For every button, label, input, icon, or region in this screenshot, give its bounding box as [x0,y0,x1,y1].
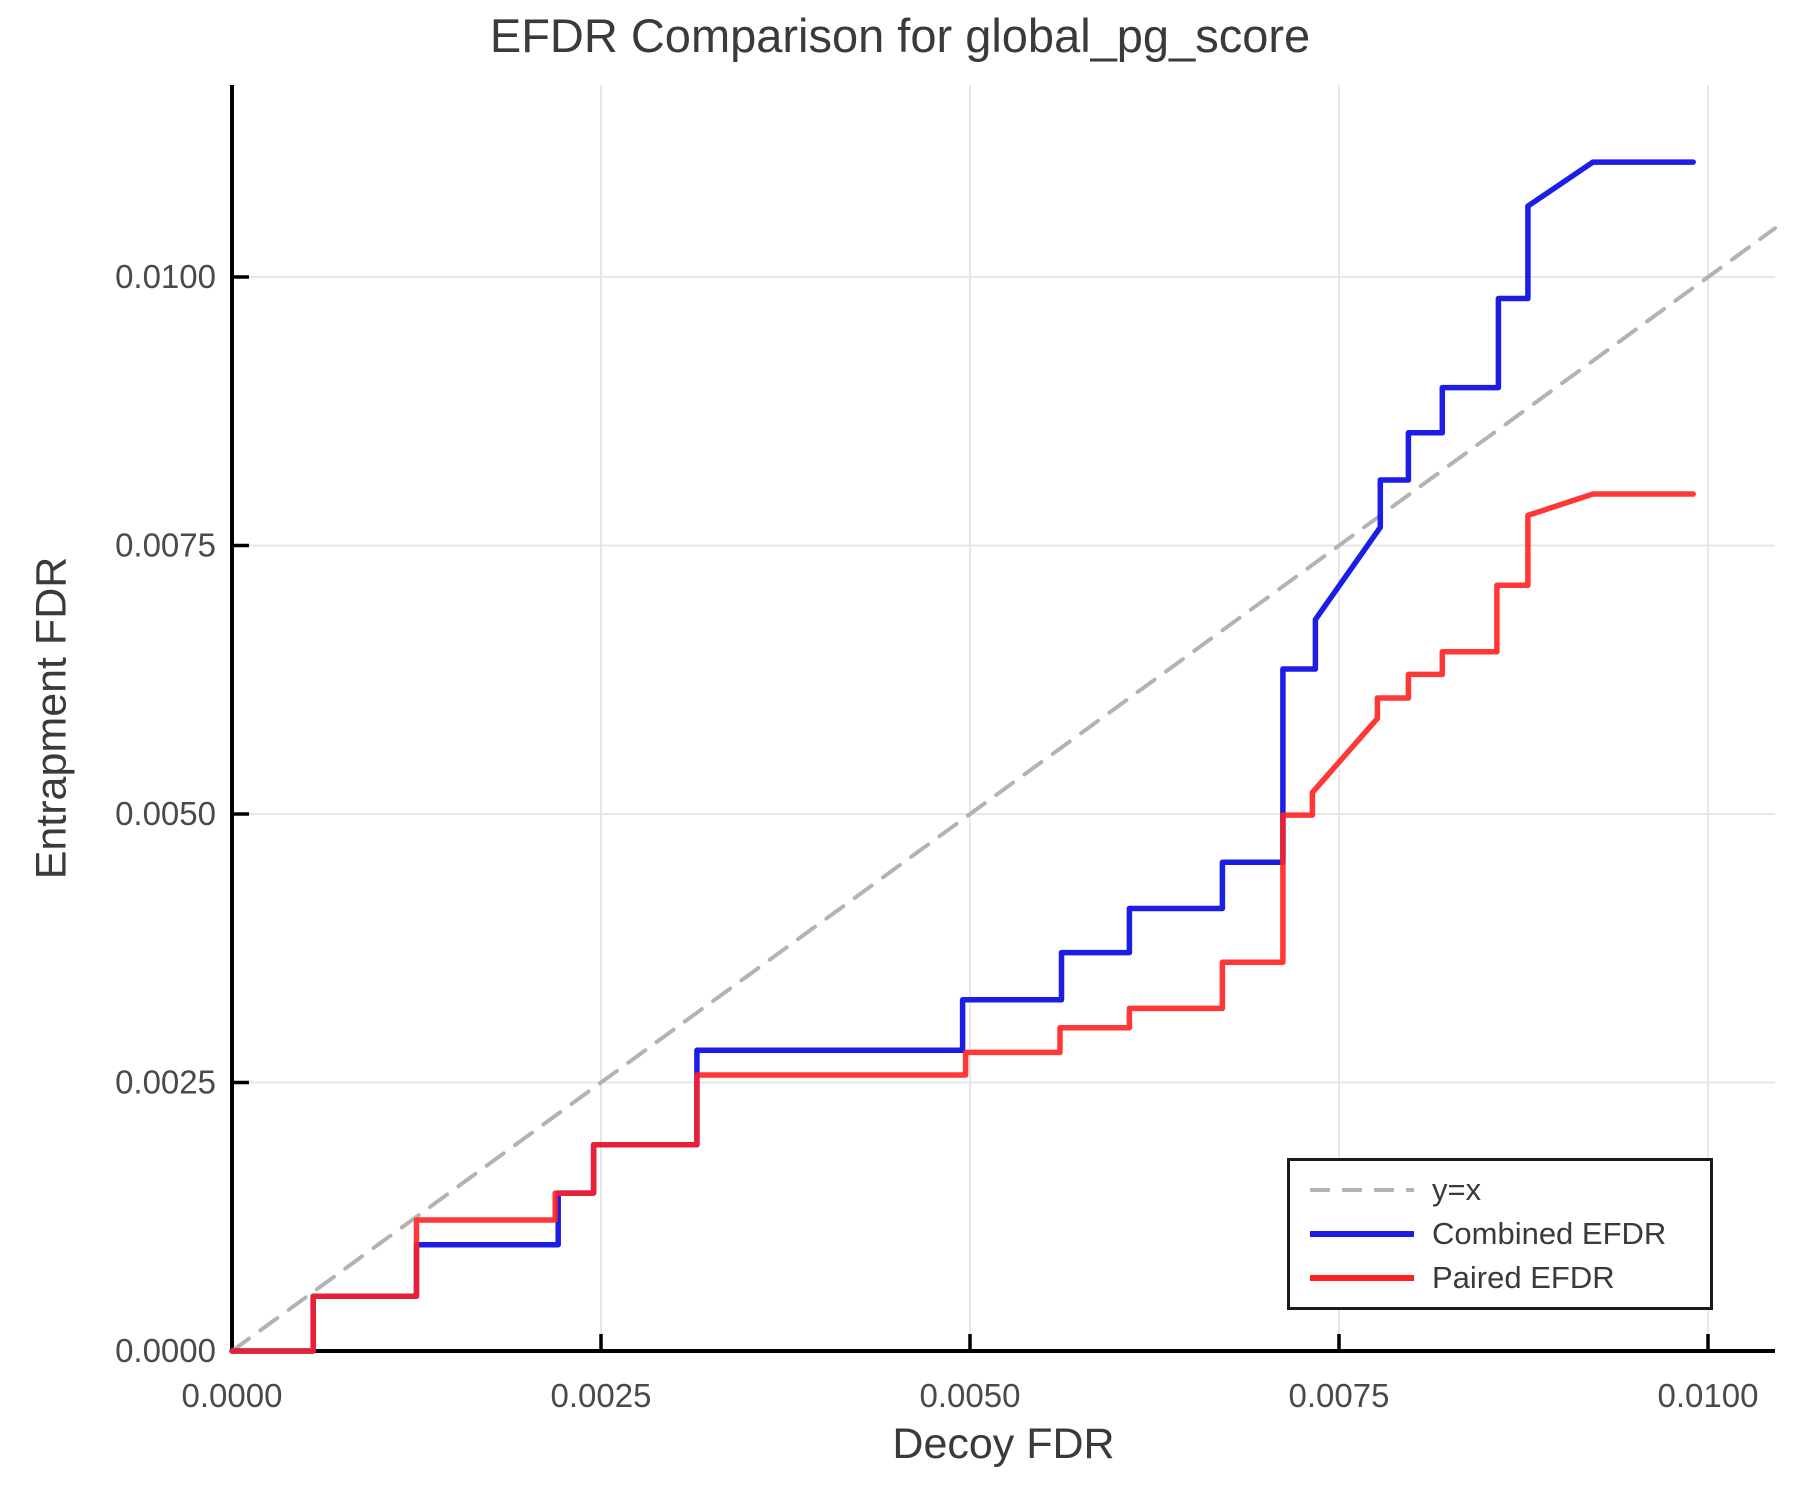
legend-label-paired: Paired EFDR [1432,1260,1615,1295]
legend-row-combined: Combined EFDR [1308,1212,1710,1256]
series-y-x [230,226,1777,1353]
y-tick-label: 0.0050 [115,795,216,832]
x-tick-label: 0.0100 [1658,1377,1759,1414]
legend-sample-combined-line [1310,1231,1414,1237]
x-tick-label: 0.0025 [551,1377,652,1414]
x-tick-label: 0.0000 [182,1377,283,1414]
legend: y=x Combined EFDR Paired EFDR [1287,1158,1713,1310]
legend-label-combined: Combined EFDR [1432,1216,1667,1251]
series-paired-efdr [229,491,1696,1354]
y-tick-label: 0.0025 [115,1064,216,1101]
legend-sample-dashed-line [1310,1188,1414,1192]
legend-row-paired: Paired EFDR [1308,1256,1710,1300]
x-tick-label: 0.0075 [1289,1377,1390,1414]
x-axis-label: Decoy FDR [892,1420,1115,1468]
y-tick-label: 0.0000 [115,1332,216,1369]
legend-row-yx: y=x [1308,1168,1710,1212]
series-combined-efdr [229,159,1696,1354]
legend-sample-paired-line [1310,1275,1414,1281]
chart-title: EFDR Comparison for global_pg_score [489,9,1311,62]
y-tick-label: 0.0100 [115,258,216,295]
x-tick-label: 0.0050 [920,1377,1021,1414]
y-tick-label: 0.0075 [115,527,216,564]
legend-label-yx: y=x [1432,1172,1482,1207]
